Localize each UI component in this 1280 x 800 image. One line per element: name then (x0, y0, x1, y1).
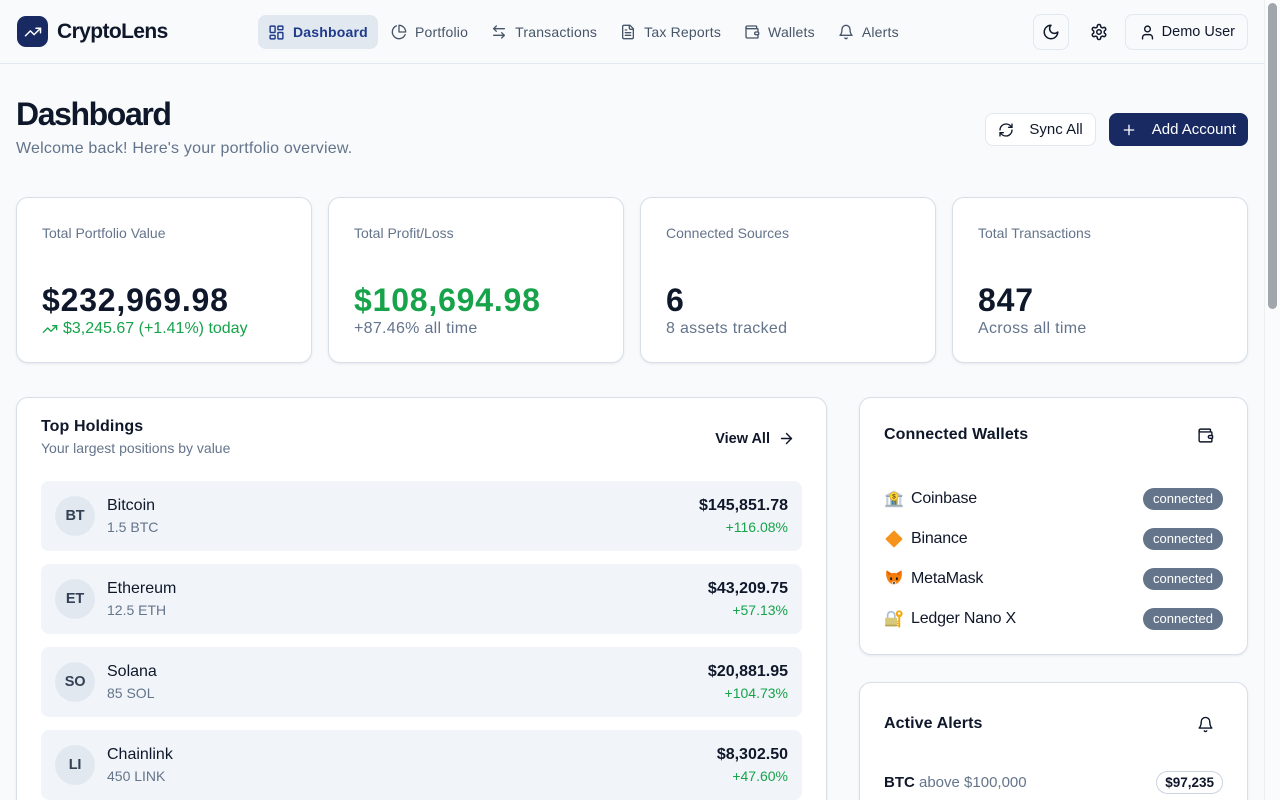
svg-text:$: $ (892, 494, 896, 501)
